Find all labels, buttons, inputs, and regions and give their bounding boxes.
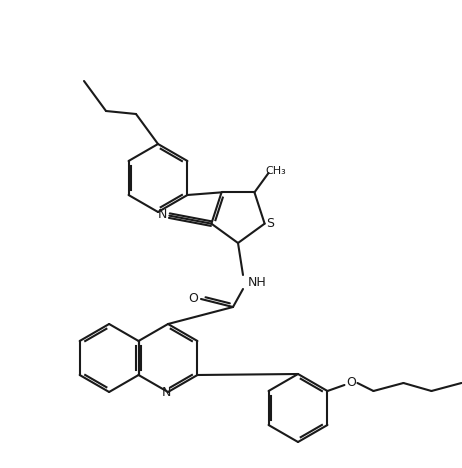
Text: O: O bbox=[346, 375, 356, 388]
Text: NH: NH bbox=[248, 276, 267, 288]
Text: CH₃: CH₃ bbox=[265, 166, 286, 176]
Text: S: S bbox=[266, 217, 274, 230]
Text: N: N bbox=[161, 387, 170, 400]
Text: N: N bbox=[158, 208, 167, 221]
Text: O: O bbox=[188, 292, 198, 305]
